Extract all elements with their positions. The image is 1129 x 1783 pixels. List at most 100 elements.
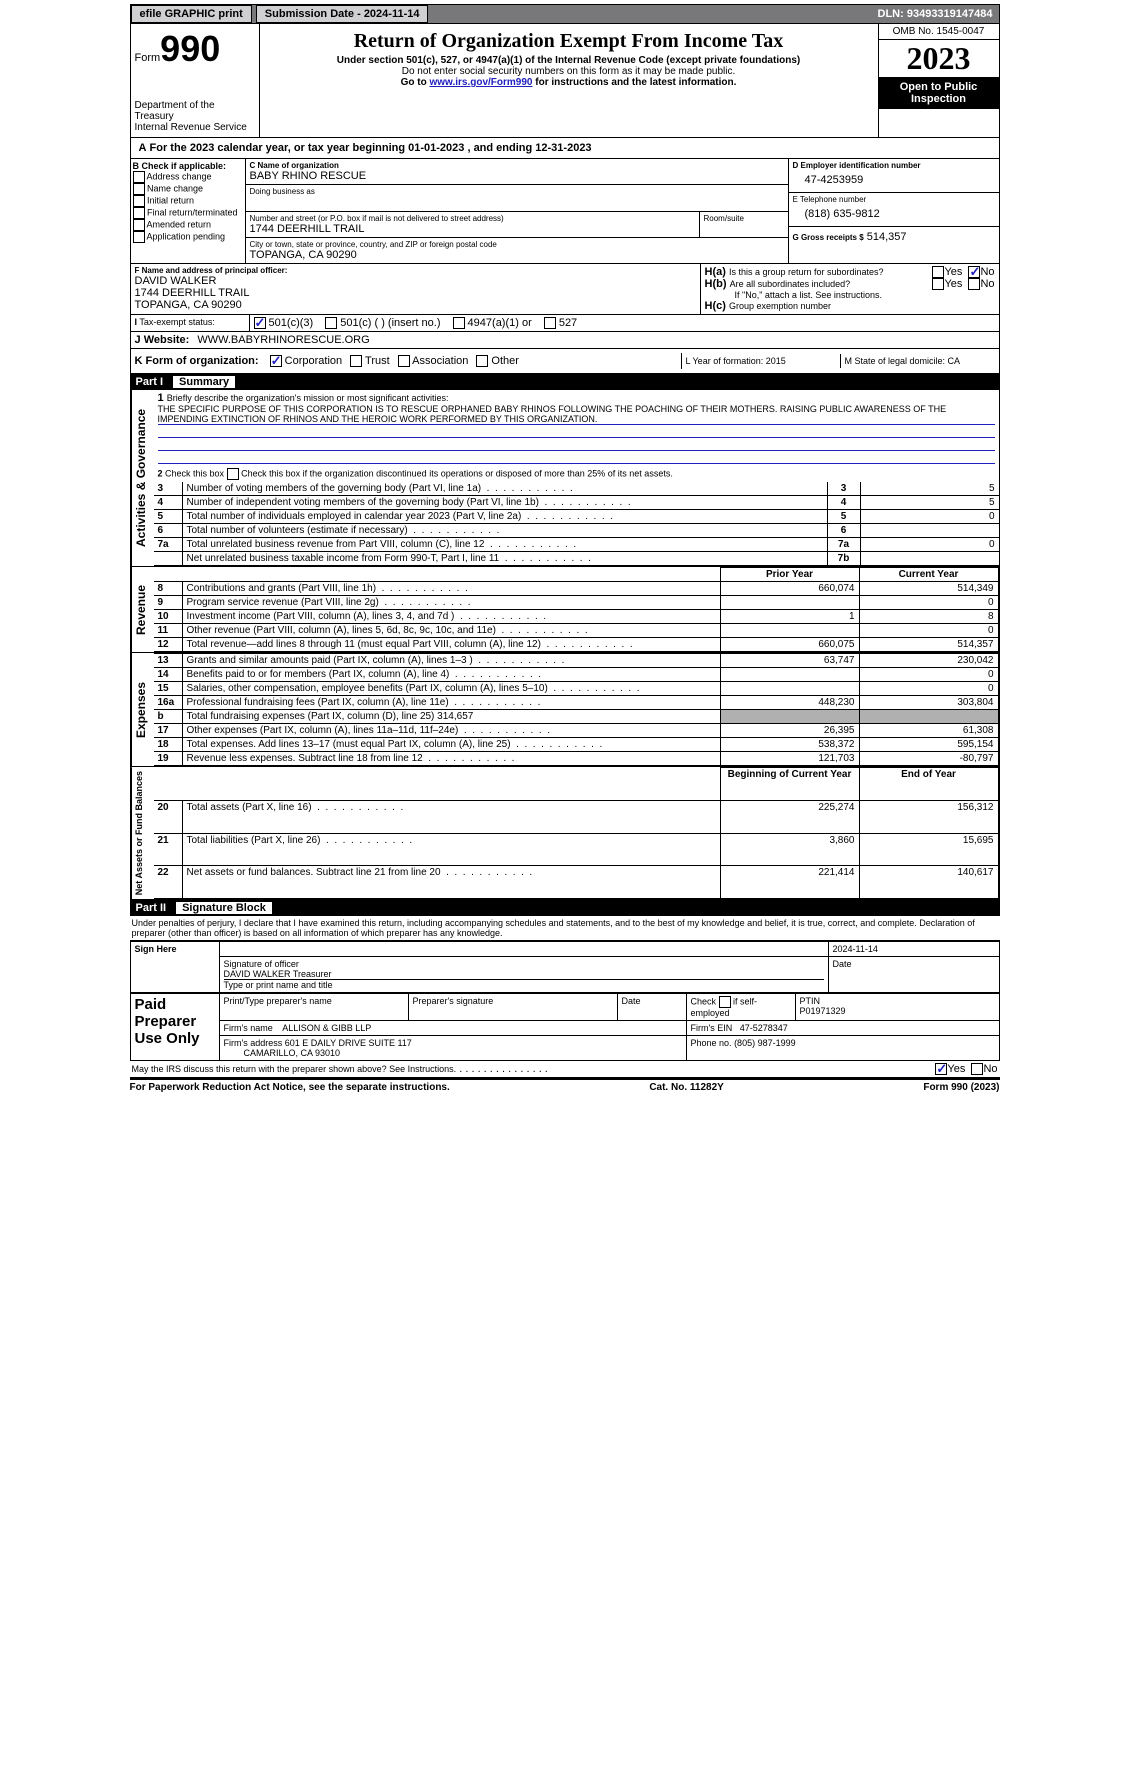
officer-label: F Name and address of principal officer: xyxy=(135,266,696,275)
box-deg: D Employer identification number 47-4253… xyxy=(788,159,999,263)
officer-name: DAVID WALKER xyxy=(135,275,696,287)
hb-no-checkbox[interactable] xyxy=(968,278,980,290)
part2-label: Part II xyxy=(136,902,177,914)
firm-addr-label: Firm's address xyxy=(224,1038,283,1048)
sig-officer-label: Signature of officer xyxy=(224,959,824,969)
self-emp-checkbox[interactable] xyxy=(719,996,731,1008)
ha-no-checkbox[interactable] xyxy=(968,266,980,278)
org-name: BABY RHINO RESCUE xyxy=(250,170,784,182)
ein: 47-4253959 xyxy=(793,170,995,190)
summary-rev: Revenue Prior YearCurrent Year8Contribut… xyxy=(130,567,1000,653)
hb-label: Are all subordinates included? xyxy=(730,279,851,289)
tax-year: 2023 xyxy=(879,40,999,77)
firm-name-label: Firm's name xyxy=(224,1023,273,1033)
prep-sig-label: Preparer's signature xyxy=(408,994,617,1021)
box-c: C Name of organization BABY RHINO RESCUE… xyxy=(246,159,788,263)
gross-label: G Gross receipts $ xyxy=(793,233,864,242)
boxb-checkbox[interactable] xyxy=(133,219,145,231)
line-a-end: , and ending 12-31-2023 xyxy=(467,142,591,154)
boxi-checkbox[interactable] xyxy=(254,317,266,329)
boxb-checkbox[interactable] xyxy=(133,231,145,243)
boxb-checkbox[interactable] xyxy=(133,195,145,207)
phone: (818) 635-9812 xyxy=(793,204,995,224)
type-label: Type or print name and title xyxy=(224,979,824,990)
boxb-checkbox[interactable] xyxy=(133,171,145,183)
summary-exp: Expenses 13Grants and similar amounts pa… xyxy=(130,653,1000,767)
boxk-checkbox[interactable] xyxy=(270,355,282,367)
boxb-checkbox[interactable] xyxy=(133,207,145,219)
form-page: efile GRAPHIC print Submission Date - 20… xyxy=(126,0,1004,1099)
sign-date: 2024-11-14 xyxy=(828,942,999,957)
form-title: Return of Organization Exempt From Incom… xyxy=(264,30,874,53)
section-fh: F Name and address of principal officer:… xyxy=(130,264,1000,315)
vert-rev: Revenue xyxy=(131,567,154,652)
discuss-no-checkbox[interactable] xyxy=(971,1063,983,1075)
irs-link[interactable]: www.irs.gov/Form990 xyxy=(429,77,532,88)
box-b-title: B Check if applicable: xyxy=(133,161,243,171)
perjury-text: Under penalties of perjury, I declare th… xyxy=(130,916,1000,941)
boxk-checkbox[interactable] xyxy=(476,355,488,367)
hb-yes-checkbox[interactable] xyxy=(932,278,944,290)
firm-city: CAMARILLO, CA 93010 xyxy=(244,1048,341,1058)
boxi-checkbox[interactable] xyxy=(453,317,465,329)
boxi-checkbox[interactable] xyxy=(325,317,337,329)
summary-gov: Activities & Governance 1 Briefly descri… xyxy=(130,390,1000,567)
dept-treasury: Department of the Treasury Internal Reve… xyxy=(135,100,255,133)
firm-ein: 47-5278347 xyxy=(740,1023,788,1033)
vert-net: Net Assets or Fund Balances xyxy=(131,767,154,899)
ha-label: Is this a group return for subordinates? xyxy=(729,267,884,277)
part2-header: Part II Signature Block xyxy=(130,900,1000,916)
street: 1744 DEERHILL TRAIL xyxy=(250,223,695,235)
submission-date: Submission Date - 2024-11-14 xyxy=(256,5,429,23)
boxb-checkbox[interactable] xyxy=(133,183,145,195)
vert-exp: Expenses xyxy=(131,653,154,766)
officer-city: TOPANGA, CA 90290 xyxy=(135,299,696,311)
print-label: Print/Type preparer's name xyxy=(219,994,408,1021)
topbar: efile GRAPHIC print Submission Date - 20… xyxy=(130,4,1000,24)
dba-label: Doing business as xyxy=(250,187,784,196)
firm-ein-label: Firm's EIN xyxy=(691,1023,733,1033)
summary-net: Net Assets or Fund Balances Beginning of… xyxy=(130,767,1000,900)
prep-date-label: Date xyxy=(617,994,686,1021)
l2-checkbox[interactable] xyxy=(227,468,239,480)
line-a: A For the 2023 calendar year, or tax yea… xyxy=(130,138,1000,159)
footer-left: For Paperwork Reduction Act Notice, see … xyxy=(130,1082,450,1093)
form-num: 990 xyxy=(160,28,220,69)
footer-right: Form 990 (2023) xyxy=(923,1082,999,1093)
website-value: WWW.BABYRHINORESCUE.ORG xyxy=(193,332,998,348)
ssn-note: Do not enter social security numbers on … xyxy=(264,66,874,77)
city: TOPANGA, CA 90290 xyxy=(250,249,784,261)
state-domicile: M State of legal domicile: CA xyxy=(841,354,999,368)
line-a-text: For the 2023 calendar year, or tax year … xyxy=(150,142,465,154)
part1-label: Part I xyxy=(136,376,174,388)
city-label: City or town, state or province, country… xyxy=(250,240,784,249)
footer-mid: Cat. No. 11282Y xyxy=(649,1082,723,1093)
part2-title: Signature Block xyxy=(176,902,272,914)
page-footer: For Paperwork Reduction Act Notice, see … xyxy=(130,1078,1000,1095)
section-klm: K Form of organization: Corporation Trus… xyxy=(130,349,1000,374)
part1-title: Summary xyxy=(173,376,235,388)
sign-here-block: Sign Here 2024-11-14 Signature of office… xyxy=(130,941,1000,993)
ha-yes-checkbox[interactable] xyxy=(932,266,944,278)
form-org-label: K Form of organization: xyxy=(135,355,259,367)
section-j: J Website: WWW.BABYRHINORESCUE.ORG xyxy=(130,332,1000,349)
date-label: Date xyxy=(828,957,999,993)
paid-preparer-block: Paid Preparer Use Only Print/Type prepar… xyxy=(130,993,1000,1061)
form-subtitle: Under section 501(c), 527, or 4947(a)(1)… xyxy=(264,55,874,66)
efile-print-btn[interactable]: efile GRAPHIC print xyxy=(131,5,252,23)
firm-phone: (805) 987-1999 xyxy=(734,1038,796,1048)
paid-label: Paid Preparer Use Only xyxy=(130,994,219,1061)
boxi-checkbox[interactable] xyxy=(544,317,556,329)
goto-prefix: Go to xyxy=(401,77,430,88)
boxk-checkbox[interactable] xyxy=(398,355,410,367)
mission-label: Briefly describe the organization's miss… xyxy=(167,393,449,403)
box-b: B Check if applicable: Address change Na… xyxy=(131,159,246,263)
discuss-text: May the IRS discuss this return with the… xyxy=(132,1064,457,1074)
boxk-checkbox[interactable] xyxy=(350,355,362,367)
discuss-yes-checkbox[interactable] xyxy=(935,1063,947,1075)
part1-header: Part I Summary xyxy=(130,374,1000,390)
street-label: Number and street (or P.O. box if mail i… xyxy=(250,214,695,223)
hc-label: Group exemption number xyxy=(729,301,831,311)
gross-receipts: 514,357 xyxy=(867,231,907,243)
org-name-label: C Name of organization xyxy=(250,161,784,170)
